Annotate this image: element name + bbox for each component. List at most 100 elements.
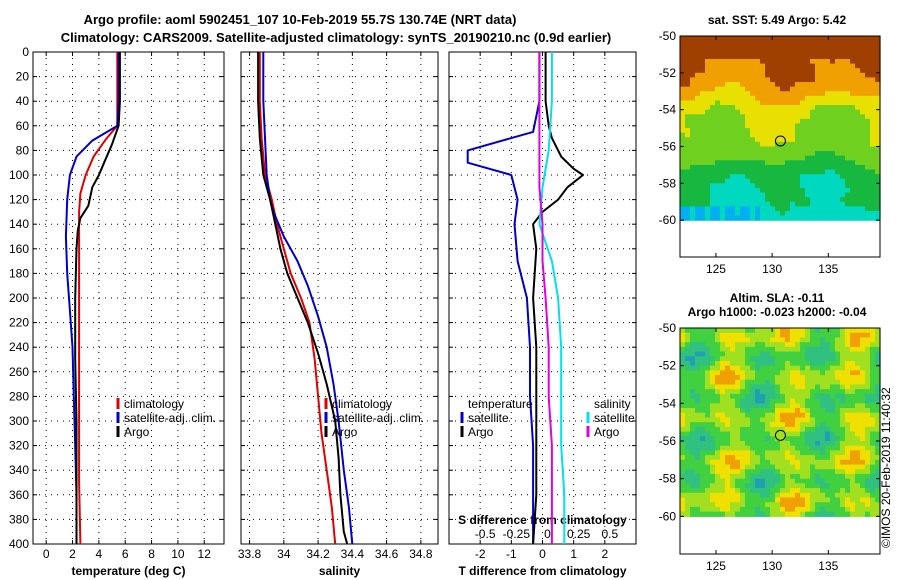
heatmap-cell [760,210,766,217]
heatmap-cell [835,346,841,353]
heatmap-cell [805,356,811,362]
heatmap-cell [830,389,836,395]
heatmap-cell [855,478,861,484]
heatmap-cell [740,183,746,189]
heatmap-cell [830,201,836,207]
heatmap-cell [730,141,736,148]
heatmap-cell [755,412,761,419]
heatmap-cell [840,342,846,348]
heatmap-cell [730,169,736,175]
heatmap-cell [790,511,796,517]
heatmap-cell [715,455,721,461]
heatmap-cell [800,436,806,442]
heatmap-cell [685,389,691,395]
heatmap-cell [865,49,871,56]
heatmap-cell [770,511,776,517]
heatmap-cell [820,389,826,395]
heatmap-cell [735,59,741,65]
heatmap-cell [730,45,736,51]
heatmap-cell [855,502,861,508]
x-tick-label: 4 [96,547,103,561]
heatmap-cell [710,398,716,404]
heatmap-cell [855,155,861,161]
heatmap-cell [765,95,771,102]
heatmap-cell [775,137,781,143]
heatmap-cell [770,164,776,171]
heatmap-cell [800,72,806,79]
heatmap-cell [705,164,711,171]
heatmap-cell [765,389,771,395]
heatmap-cell [800,328,806,334]
heatmap-cell [850,201,856,207]
heatmap-cell [705,36,711,42]
heatmap-cell [830,365,836,371]
heatmap-cell [750,215,756,221]
heatmap-cell [805,164,811,171]
heatmap-cell [850,497,856,503]
heatmap-cell [680,54,686,60]
heatmap-cell [685,403,691,409]
heatmap-cell [855,160,861,166]
heatmap-cell [695,441,701,447]
heatmap-cell [850,36,856,42]
x-tick-label: -2 [475,547,486,561]
heatmap-cell [780,169,786,175]
heatmap-cell [685,445,691,452]
heatmap-cell [865,63,871,69]
heatmap-cell [735,412,741,419]
heatmap-cell [750,492,756,499]
heatmap-cell [860,422,866,428]
heatmap-cell [860,40,866,46]
heatmap-cell [740,40,746,46]
heatmap-cell [735,215,741,221]
heatmap-cell [710,201,716,207]
heatmap-cell [755,100,761,106]
heatmap-cell [710,328,716,334]
heatmap-cell [705,192,711,198]
heatmap-cell [850,155,856,161]
heatmap-cell [840,511,846,517]
heatmap-cell [835,426,841,433]
heatmap-cell [760,63,766,69]
heatmap-cell [730,146,736,152]
heatmap-cell [830,206,836,212]
heatmap-cell [775,164,781,171]
heatmap-cell [760,337,766,343]
heatmap-cell [720,408,726,414]
heatmap-cell [835,132,841,138]
heatmap-cell [875,403,881,409]
heatmap-cell [755,59,761,65]
heatmap-cell [715,187,721,194]
heatmap-cell [765,146,771,152]
heatmap-cell [680,502,686,508]
heatmap-cell [715,123,721,129]
heatmap-cell [710,436,716,442]
heatmap-cell [725,178,731,184]
heatmap-cell [850,459,856,466]
heatmap-cell [790,169,796,175]
heatmap-cell [795,511,801,517]
heatmap-cell [865,160,871,166]
heatmap-cell [760,49,766,56]
heatmap-cell [760,86,766,92]
heatmap-cell [860,379,866,386]
heatmap-cell [830,197,836,203]
heatmap-cell [800,201,806,207]
heatmap-cell [705,187,711,194]
heatmap-cell [810,114,816,120]
heatmap-cell [750,384,756,390]
heatmap-cell [790,502,796,508]
heatmap-cell [865,164,871,171]
heatmap-cell [710,342,716,348]
heatmap-cell [860,63,866,69]
heatmap-cell [870,40,876,46]
heatmap-cell [690,455,696,461]
heatmap-cell [855,40,861,46]
heatmap-cell [830,497,836,503]
heatmap-cell [705,72,711,79]
heatmap-cell [820,346,826,353]
heatmap-cell [850,328,856,334]
heatmap-cell [820,109,826,115]
heatmap-cell [770,497,776,503]
heatmap-cell [855,403,861,409]
